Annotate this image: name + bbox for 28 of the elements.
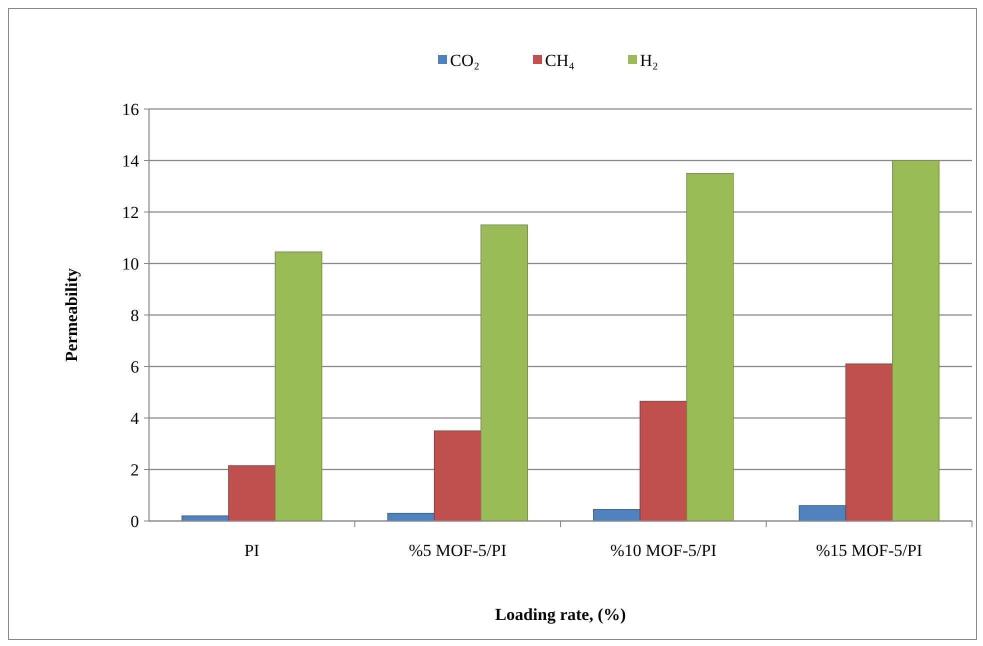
- bar: [892, 160, 940, 522]
- y-tick-label: 6: [130, 357, 139, 376]
- bar: [686, 172, 734, 522]
- x-axis-title: Loading rate, (%): [495, 605, 626, 624]
- bar: [798, 505, 846, 522]
- y-tick-label: 12: [122, 202, 139, 222]
- bar: [640, 400, 688, 522]
- bar: [845, 364, 893, 522]
- x-tick-label: PI: [244, 541, 260, 560]
- x-tick-label: %5 MOF-5/PI: [408, 541, 507, 560]
- x-tick-label: %10 MOF-5/PI: [610, 541, 717, 560]
- bar: [228, 465, 276, 522]
- y-tick-label: 0: [130, 512, 139, 531]
- bar: [593, 509, 640, 522]
- legend-label: H₂: [640, 51, 658, 70]
- y-axis-title: Permeability: [62, 268, 81, 362]
- y-tick-label: 4: [130, 408, 140, 428]
- legend-label: CO₂: [450, 51, 480, 70]
- y-tick-label: 14: [122, 151, 140, 170]
- y-tick-label: 10: [122, 254, 139, 274]
- y-tick-label: 16: [122, 100, 139, 119]
- x-tick-label: %15 MOF-5/PI: [816, 541, 923, 560]
- y-tick-label: 8: [130, 306, 139, 325]
- legend-label: CH₄: [545, 51, 575, 70]
- bar: [480, 224, 528, 522]
- y-tick-label: 2: [130, 460, 139, 480]
- bar: [274, 252, 322, 522]
- bar: [434, 430, 482, 522]
